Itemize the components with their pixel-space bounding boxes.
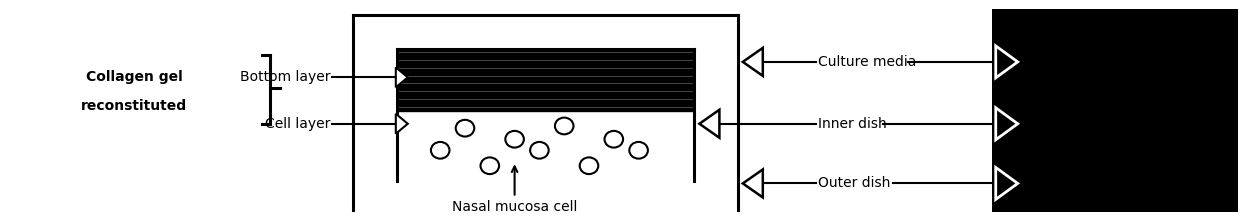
Polygon shape bbox=[396, 114, 408, 134]
Text: reconstituted: reconstituted bbox=[82, 99, 187, 113]
Bar bbox=[992, 9, 1238, 212]
Text: Nasal mucosa cell: Nasal mucosa cell bbox=[451, 166, 578, 214]
Ellipse shape bbox=[580, 157, 598, 174]
Polygon shape bbox=[743, 48, 763, 76]
Bar bbox=[397, 49, 694, 110]
Ellipse shape bbox=[456, 120, 474, 137]
Text: Collagen gel: Collagen gel bbox=[86, 70, 182, 84]
Text: Inner dish: Inner dish bbox=[818, 117, 887, 131]
Polygon shape bbox=[396, 67, 408, 87]
Text: Culture media: Culture media bbox=[818, 55, 916, 69]
Ellipse shape bbox=[556, 118, 573, 134]
Text: Outer dish: Outer dish bbox=[818, 176, 890, 191]
Polygon shape bbox=[996, 108, 1018, 140]
Text: Bottom layer: Bottom layer bbox=[239, 70, 330, 84]
Text: Cell layer: Cell layer bbox=[265, 117, 330, 131]
Polygon shape bbox=[996, 46, 1018, 78]
Ellipse shape bbox=[481, 157, 498, 174]
Polygon shape bbox=[996, 168, 1018, 199]
Ellipse shape bbox=[630, 142, 647, 159]
Polygon shape bbox=[699, 110, 719, 138]
Polygon shape bbox=[743, 170, 763, 197]
Ellipse shape bbox=[432, 142, 449, 159]
Ellipse shape bbox=[506, 131, 523, 148]
Ellipse shape bbox=[605, 131, 622, 148]
Ellipse shape bbox=[531, 142, 548, 159]
